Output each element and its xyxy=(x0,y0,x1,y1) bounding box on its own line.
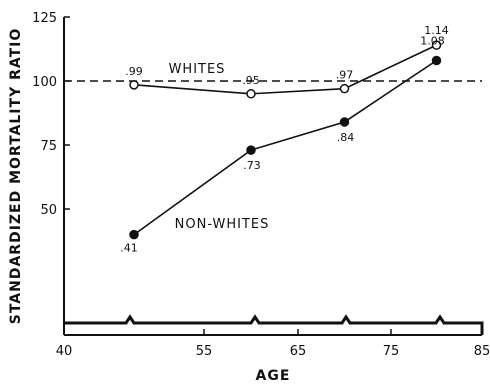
x-axis-title: AGE xyxy=(256,368,291,384)
data-label: 1.08 xyxy=(420,35,445,48)
axis-break-line xyxy=(64,314,484,335)
data-label: .95 xyxy=(242,74,260,87)
data-label: .97 xyxy=(336,69,354,82)
series-line-0 xyxy=(133,44,437,95)
x-tick-label: 55 xyxy=(196,344,213,359)
y-tick-label: 100 xyxy=(32,75,57,90)
y-tick-label: 75 xyxy=(40,139,57,154)
x-tick-label: 65 xyxy=(290,344,307,359)
data-point xyxy=(339,83,350,94)
series-name-label: NON-WHITES xyxy=(175,217,270,232)
series-name-label: WHITES xyxy=(169,62,226,77)
y-axis-title: STANDARDIZED MORTALITY RATIO xyxy=(8,28,24,325)
y-tick-label: 50 xyxy=(40,203,57,218)
data-label: .41 xyxy=(120,242,138,255)
data-point xyxy=(431,55,442,66)
data-point xyxy=(246,89,256,99)
series-line-1 xyxy=(133,59,437,236)
data-point xyxy=(431,40,442,50)
x-tick-label: 75 xyxy=(383,344,400,359)
axes xyxy=(63,17,484,336)
data-label: .84 xyxy=(337,131,355,144)
x-tick-label: 40 xyxy=(56,344,73,359)
y-tick-label: 125 xyxy=(32,11,57,26)
series: .99 .95 .97 1.14 WHITES .41 .73 .84 1.08 NON-WHIT… xyxy=(120,24,449,254)
data-label: .73 xyxy=(243,159,261,172)
data-label: 1.14 xyxy=(424,24,449,37)
data-point xyxy=(129,80,139,90)
data-point xyxy=(339,117,350,127)
data-label: .99 xyxy=(125,65,143,78)
data-point xyxy=(246,145,256,155)
ticks: 40 55 65 75 85 50 75 100 125 xyxy=(32,11,490,359)
x-tick-label: 85 xyxy=(474,344,490,359)
data-point xyxy=(129,229,139,240)
